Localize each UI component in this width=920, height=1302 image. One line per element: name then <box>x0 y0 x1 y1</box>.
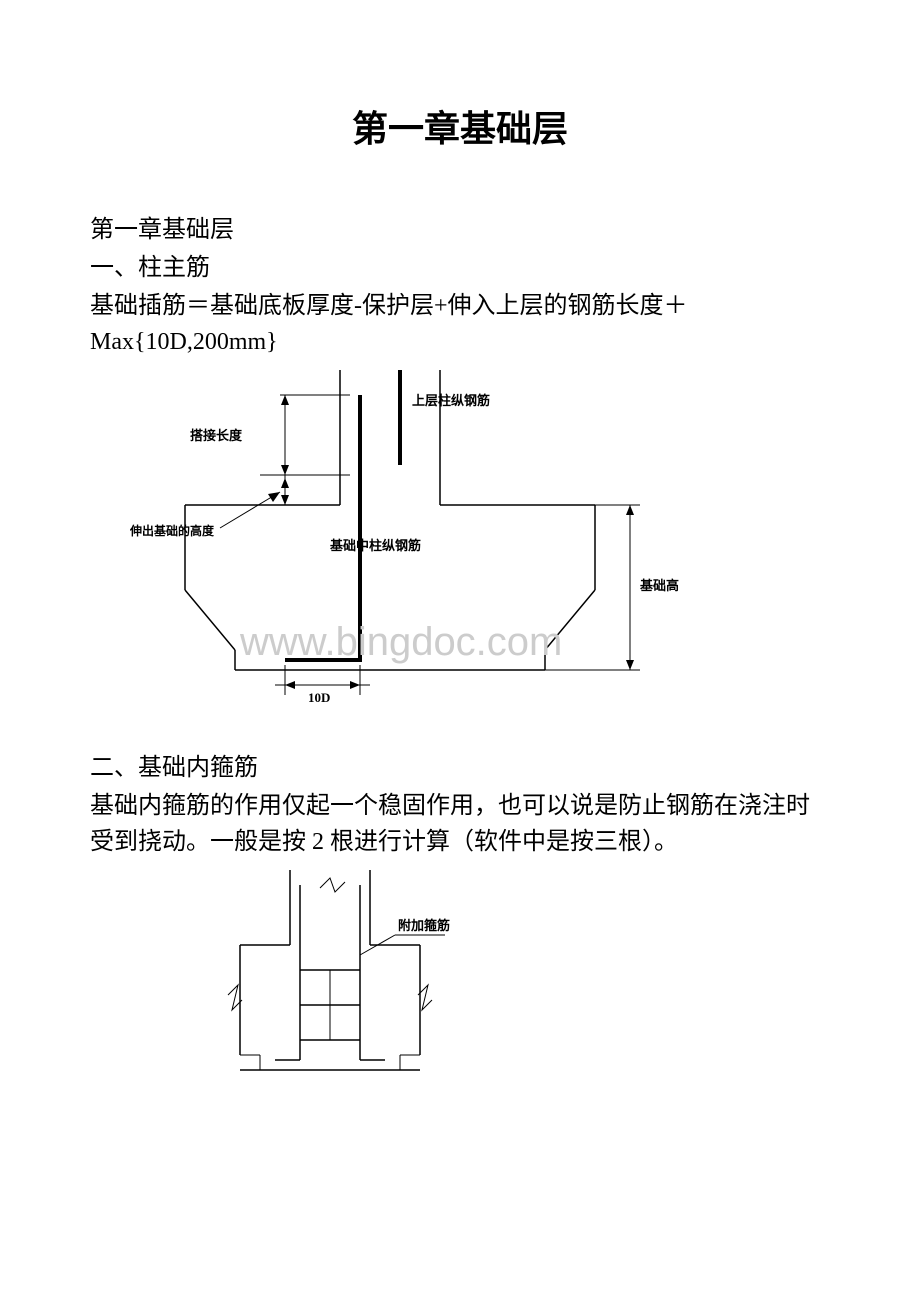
diagram2-svg: 附加箍筋 <box>220 870 500 1100</box>
label-protrusion: 伸出基础的高度 <box>130 523 215 538</box>
section1-formula: 基础插筋＝基础底板厚度-保护层+伸入上层的钢筋长度＋Max{10D,200mm} <box>90 288 830 360</box>
label-foundation-height: 基础高 <box>639 578 679 593</box>
diagram1-svg: 搭接长度 伸出基础的高度 上层柱纵钢筋 基础中柱纵钢筋 基础高 10D <box>130 370 690 710</box>
diagram-foundation-rebar: 搭接长度 伸出基础的高度 上层柱纵钢筋 基础中柱纵钢筋 基础高 10D <box>130 370 690 710</box>
label-lap-length: 搭接长度 <box>190 428 243 443</box>
section2-text: 基础内箍筋的作用仅起一个稳固作用，也可以说是防止钢筋在浇注时受到挠动。一般是按 … <box>90 788 830 860</box>
label-10d: 10D <box>308 690 330 705</box>
label-upper-bar: 上层柱纵钢筋 <box>412 393 490 408</box>
label-add-stirrup: 附加箍筋 <box>398 918 450 933</box>
diagram-stirrup: 附加箍筋 <box>220 870 500 1100</box>
section2-sub2: 二、基础内箍筋 <box>90 750 830 786</box>
section1-heading: 第一章基础层 <box>90 212 830 248</box>
section1-sub1: 一、柱主筋 <box>90 250 830 286</box>
label-foundation-bar: 基础中柱纵钢筋 <box>329 538 421 553</box>
document-title: 第一章基础层 <box>90 100 830 152</box>
